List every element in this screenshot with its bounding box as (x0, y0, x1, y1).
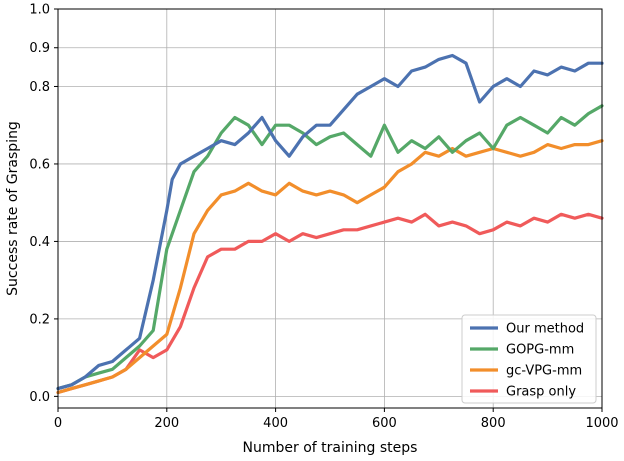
y-tick-label: 1.0 (29, 3, 50, 18)
series-line-gopg-mm (56, 104, 604, 391)
plot-frame (57, 8, 603, 409)
x-axis-ticks: 0 200 400 600 800 1000 (54, 408, 619, 431)
y-tick-label: 0.9 (29, 41, 50, 56)
series-line-grasp-only (56, 212, 604, 395)
x-tick-label: 200 (154, 416, 179, 431)
y-tick-label: 0.2 (29, 312, 50, 327)
y-tick-label: 0.0 (29, 390, 50, 405)
y-tick-label: 0.8 (29, 80, 50, 95)
x-tick-label: 800 (481, 416, 506, 431)
y-tick-label: 0.4 (29, 235, 50, 250)
legend: Our method GOPG-mm gc-VPG-mm Grasp only (461, 314, 597, 404)
x-tick-label: 1000 (585, 416, 618, 431)
legend-label: Our method (506, 322, 584, 337)
y-axis-ticks: 0.0 0.2 0.4 0.6 0.8 0.9 1.0 (29, 3, 58, 405)
x-tick-label: 600 (372, 416, 397, 431)
x-tick-label: 0 (54, 416, 62, 431)
legend-label: gc-VPG-mm (506, 364, 582, 379)
x-axis-label: Number of training steps (243, 440, 418, 456)
series-line-our-method (56, 53, 604, 391)
series-line-gc-vpg-mm (56, 139, 604, 395)
x-tick-label: 400 (263, 416, 288, 431)
legend-label: Grasp only (506, 385, 576, 400)
legend-label: GOPG-mm (506, 343, 574, 358)
y-axis-label: Success rate of Grasping (5, 121, 21, 296)
y-tick-label: 0.6 (29, 157, 50, 172)
series-layer (56, 53, 604, 395)
legend-box (461, 314, 597, 404)
